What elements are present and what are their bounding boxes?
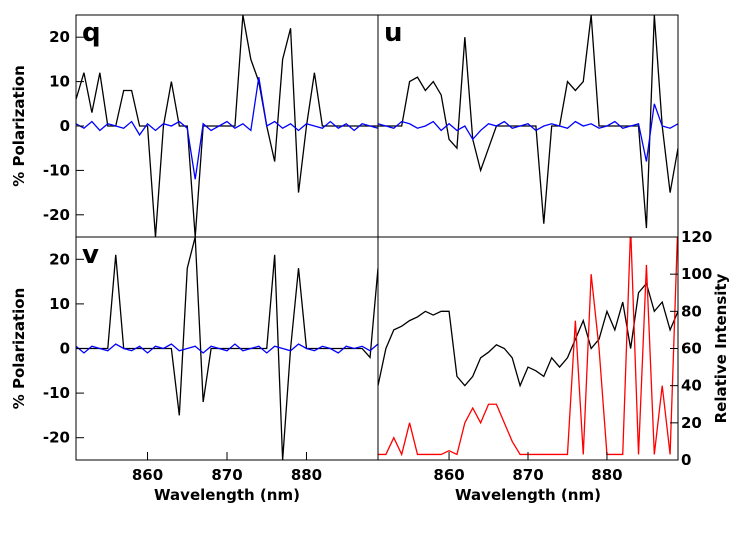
y-tick-label: 20 [49, 250, 70, 268]
series-line [378, 282, 678, 388]
x-tick-label: 880 [591, 466, 622, 484]
panel-label: u [384, 18, 403, 48]
panel-label: v [82, 240, 99, 270]
y-tick-label: 0 [60, 117, 70, 135]
y2-tick-label: 0 [681, 451, 691, 469]
x-axis-label: Wavelength (nm) [455, 486, 601, 504]
y-axis-label: % Polarization [10, 65, 28, 187]
panel-label: q [82, 18, 101, 48]
y2-axis-label: Relative Intensity [712, 273, 730, 423]
y-tick-label: -20 [43, 429, 70, 447]
y-tick-label: -10 [43, 384, 70, 402]
x-tick-label: 860 [132, 466, 163, 484]
x-tick-label: 880 [291, 466, 322, 484]
panel-frame [377, 236, 679, 461]
y-tick-label: 20 [49, 28, 70, 46]
y-tick-label: 10 [49, 73, 70, 91]
x-tick-label: 860 [433, 466, 464, 484]
series-line [378, 237, 678, 457]
y-tick-label: -20 [43, 206, 70, 224]
x-tick-label: 870 [512, 466, 543, 484]
series-line [76, 343, 378, 354]
y2-tick-label: 100 [681, 265, 712, 283]
y2-tick-label: 20 [681, 414, 702, 432]
series-line [76, 15, 378, 237]
x-tick-label: 870 [211, 466, 242, 484]
x-axis-label: Wavelength (nm) [154, 486, 300, 504]
y-tick-label: 10 [49, 295, 70, 313]
y-axis-label: % Polarization [10, 288, 28, 410]
y2-tick-label: 80 [681, 302, 702, 320]
series-line [76, 237, 378, 460]
y2-tick-label: 40 [681, 377, 702, 395]
y-tick-label: 0 [60, 340, 70, 358]
y2-tick-label: 60 [681, 340, 702, 358]
y2-tick-label: 120 [681, 228, 712, 246]
series-line [76, 77, 378, 180]
y-tick-label: -10 [43, 161, 70, 179]
series-line [378, 15, 678, 229]
series-line [378, 103, 678, 162]
